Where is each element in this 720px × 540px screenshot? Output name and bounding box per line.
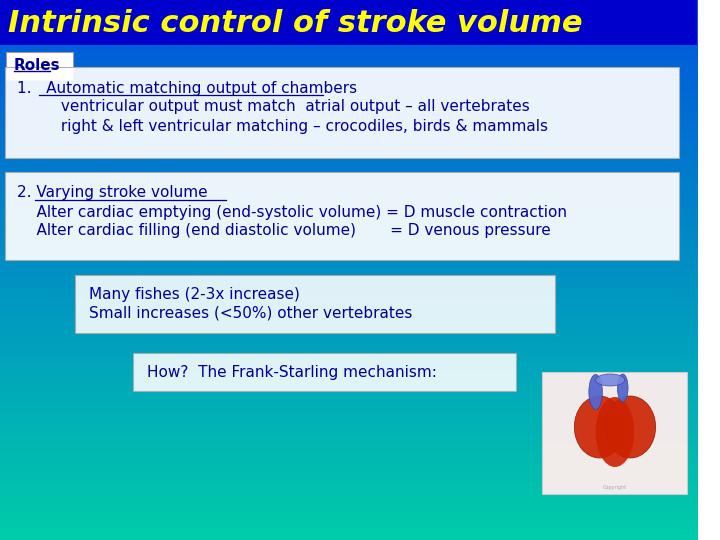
- Text: Copyright: Copyright: [603, 485, 627, 490]
- FancyBboxPatch shape: [0, 0, 697, 45]
- Ellipse shape: [575, 396, 625, 458]
- Ellipse shape: [618, 374, 628, 402]
- Text: 2. Varying stroke volume: 2. Varying stroke volume: [17, 186, 208, 200]
- Text: right & left ventricular matching – crocodiles, birds & mammals: right & left ventricular matching – croc…: [17, 118, 549, 133]
- FancyBboxPatch shape: [132, 353, 516, 391]
- FancyBboxPatch shape: [542, 372, 687, 494]
- Ellipse shape: [595, 374, 625, 386]
- Ellipse shape: [606, 396, 656, 458]
- Text: 1.   Automatic matching output of chambers: 1. Automatic matching output of chambers: [17, 80, 358, 96]
- Text: How?  The Frank-Starling mechanism:: How? The Frank-Starling mechanism:: [147, 364, 437, 380]
- Text: Alter cardiac emptying (end-systolic volume) = D muscle contraction: Alter cardiac emptying (end-systolic vol…: [17, 205, 567, 219]
- FancyBboxPatch shape: [5, 172, 679, 260]
- FancyBboxPatch shape: [6, 52, 73, 80]
- FancyBboxPatch shape: [75, 275, 555, 333]
- Text: Intrinsic control of stroke volume: Intrinsic control of stroke volume: [8, 9, 582, 37]
- Text: Alter cardiac filling (end diastolic volume)       = D venous pressure: Alter cardiac filling (end diastolic vol…: [17, 224, 552, 239]
- FancyBboxPatch shape: [5, 67, 679, 158]
- Ellipse shape: [595, 397, 634, 467]
- Text: Small increases (<50%) other vertebrates: Small increases (<50%) other vertebrates: [89, 306, 413, 321]
- Text: ventricular output must match  atrial output – all vertebrates: ventricular output must match atrial out…: [17, 99, 530, 114]
- Text: Many fishes (2-3x increase): Many fishes (2-3x increase): [89, 287, 300, 301]
- Text: Roles: Roles: [14, 58, 60, 73]
- Ellipse shape: [589, 375, 603, 409]
